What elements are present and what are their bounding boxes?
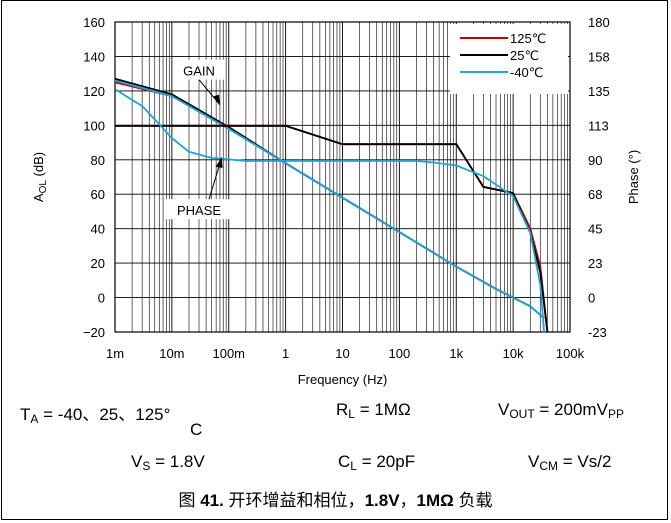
- ta-subscript: A: [30, 412, 39, 426]
- vs-value: = 1.8V: [150, 452, 205, 471]
- gain-arrowhead: [212, 94, 220, 106]
- legend-label: -40℃: [510, 65, 543, 80]
- x-tick-label: 100k: [556, 346, 585, 361]
- gain-series-line: [115, 79, 545, 319]
- gain-series-line: [115, 77, 545, 319]
- caption-text-1: 开环增益和相位，: [223, 491, 365, 510]
- tick-labels: 1m 10m 100m 1 10 100 1k 10k 100k 160 140 120 100 80 60…: [83, 15, 610, 361]
- caption-prefix: 图: [178, 491, 201, 510]
- condition-vout: VOUT = 200mVPP: [498, 400, 624, 421]
- y-tick-label-left: 60: [91, 187, 105, 202]
- y-tick-label-right: 158: [588, 49, 610, 64]
- y-tick-label-left: −20: [83, 325, 105, 340]
- caption-load: 1MΩ: [416, 491, 454, 510]
- x-tick-label: 100: [389, 346, 411, 361]
- caption-voltage: 1.8V: [364, 491, 400, 510]
- x-tick-label: 10m: [159, 346, 184, 361]
- figure-caption: 图 41. 开环增益和相位，1.8V，1MΩ 负载: [0, 486, 671, 511]
- legend-box: [450, 24, 568, 94]
- caption-text-3: 负载: [453, 491, 493, 510]
- y-tick-label-right: 45: [588, 222, 602, 237]
- x-tick-label: 1: [282, 346, 289, 361]
- condition-ta: TA = -40、25、125°: [20, 400, 170, 426]
- y-tick-label-right: 23: [588, 256, 602, 271]
- legend-label: 125℃: [510, 31, 546, 46]
- y-tick-label-left: 0: [98, 291, 105, 306]
- phase-series-line: [115, 88, 545, 332]
- annotation-gain: GAIN: [173, 59, 226, 106]
- x-axis-label: Frequency (Hz): [298, 372, 388, 387]
- rl-symbol: R: [336, 400, 349, 419]
- cl-symbol: C: [338, 452, 351, 471]
- x-tick-label: 1m: [106, 346, 124, 361]
- series-group: [115, 77, 549, 332]
- phase-arrowhead: [215, 156, 223, 168]
- cl-value: = 20pF: [356, 452, 416, 471]
- y-tick-label-right: -23: [588, 325, 607, 340]
- ta-unit: C: [190, 420, 203, 439]
- rl-subscript: L: [348, 407, 355, 421]
- gain-label-box: [173, 59, 226, 80]
- rl-value: = 1MΩ: [354, 400, 411, 419]
- y-tick-label-left: 120: [83, 84, 105, 99]
- vcm-symbol: V: [528, 452, 540, 471]
- top-border: [1, 0, 668, 1]
- phase-label: PHASE: [177, 203, 221, 218]
- vcm-subscript: CM: [539, 459, 559, 473]
- y-tick-label-left: 40: [91, 222, 105, 237]
- vs-symbol: V: [131, 452, 143, 471]
- x-tick-label: 10: [335, 346, 349, 361]
- y-tick-label-right: 180: [588, 15, 610, 30]
- y-tick-label-right: 0: [588, 291, 595, 306]
- vout-pp-subscript: PP: [607, 407, 624, 421]
- x-tick-label: 1k: [449, 346, 463, 361]
- gain-label: GAIN: [183, 64, 215, 79]
- vcm-value: = Vs/2: [558, 452, 612, 471]
- ta-value: = -40、25、125°: [38, 405, 171, 424]
- cl-subscript: L: [350, 459, 357, 473]
- condition-vcm: VCM = Vs/2: [528, 452, 611, 473]
- legend-label: 25℃: [510, 48, 539, 63]
- phase-label-box: [165, 199, 234, 220]
- y-tick-label-left: 80: [91, 153, 105, 168]
- ta-symbol: T: [20, 405, 31, 424]
- y-tick-label-left: 140: [83, 49, 105, 64]
- plot-border: [114, 21, 571, 333]
- vout-value: = 200mV: [534, 400, 608, 419]
- y-tick-label-left: 100: [83, 118, 105, 133]
- y-axis-left-label: AOL (dB): [31, 152, 49, 202]
- y-tick-label-right: 90: [588, 153, 602, 168]
- x-tick-label: 100m: [212, 346, 245, 361]
- annotation-phase: PHASE: [165, 156, 234, 220]
- x-tick-label: 10k: [503, 346, 524, 361]
- vs-subscript: S: [142, 459, 151, 473]
- y-axis-right-label: Phase (°): [626, 150, 641, 204]
- chart-svg: 1m 10m 100m 1 10 100 1k 10k 100k 160 140 120 100 80 60…: [31, 15, 641, 387]
- caption-text-2: ，: [399, 491, 417, 510]
- y-tick-label-right: 113: [588, 118, 609, 133]
- vout-symbol: V: [498, 400, 510, 419]
- y-tick-label-right: 135: [588, 84, 610, 99]
- legend: 125℃ 25℃ -40℃: [450, 24, 568, 94]
- y-tick-label-left: 20: [91, 256, 105, 271]
- caption-number: 41.: [200, 491, 224, 510]
- condition-cl: CL = 20pF: [338, 452, 415, 473]
- condition-ta-unit: C: [190, 420, 202, 440]
- condition-rl: RL = 1MΩ: [336, 400, 411, 421]
- y-tick-label-left: 160: [83, 15, 105, 30]
- condition-vs: VS = 1.8V: [131, 452, 205, 473]
- vout-subscript: OUT: [509, 407, 535, 421]
- y-tick-label-right: 68: [588, 187, 602, 202]
